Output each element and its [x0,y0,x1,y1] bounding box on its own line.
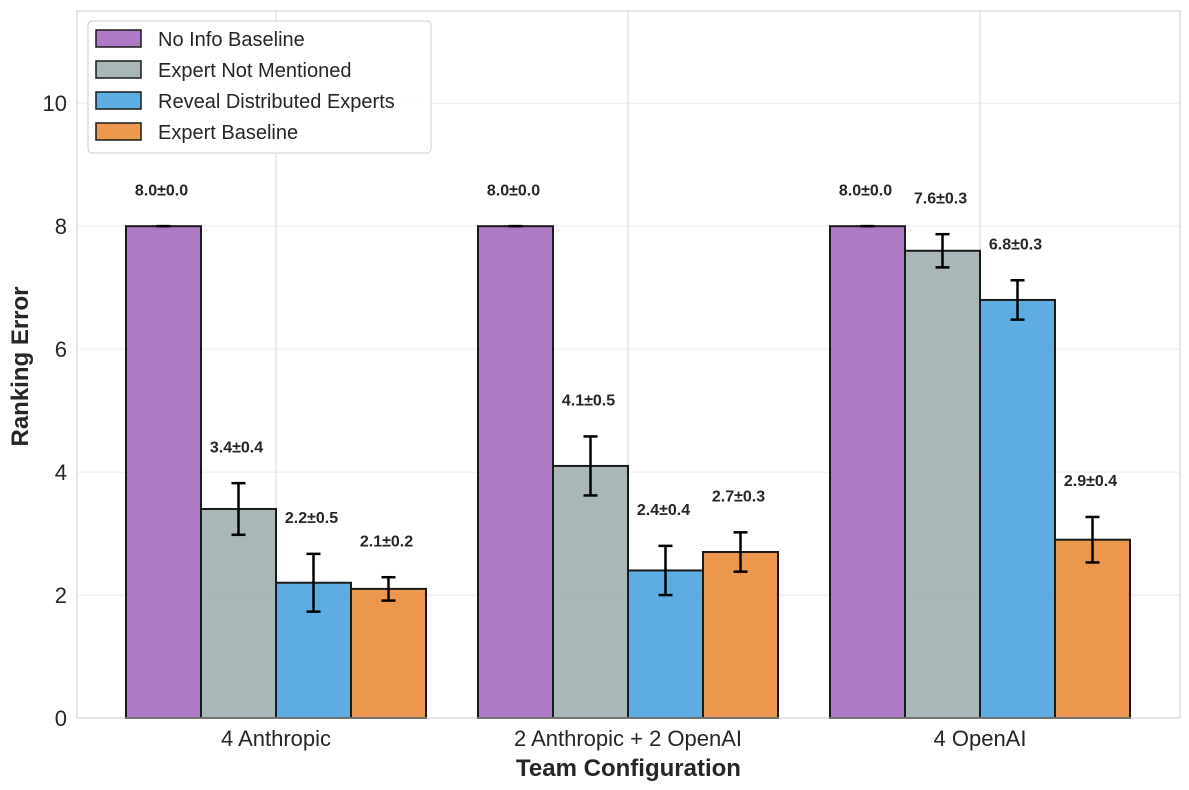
data-label: 6.8±0.3 [989,236,1042,253]
legend-swatch [95,91,142,110]
data-label: 4.1±0.5 [562,393,615,410]
data-label: 8.0±0.0 [135,182,188,199]
x-axis-ticks: 4 Anthropic 2 Anthropic + 2 OpenAI 4 OpenA… [221,726,1027,751]
data-label: 3.4±0.4 [210,439,263,456]
bar [552,464,629,719]
plot-frame [76,10,1181,719]
bar [979,298,1056,719]
data-label: 7.6±0.3 [914,190,967,207]
legend-swatch [95,122,142,141]
y-tick-label: 10 [43,91,67,116]
data-label: 2.2±0.5 [285,510,338,527]
y-tick-label: 4 [55,460,67,485]
y-axis-label: Ranking Error [7,286,34,446]
y-tick-label: 6 [55,337,67,362]
bars [125,225,1131,720]
data-label: 2.1±0.2 [360,533,413,550]
bar [1054,538,1131,720]
y-tick-label: 2 [55,583,67,608]
y-tick-label: 0 [55,706,67,731]
x-axis-label: Team Configuration [516,755,741,782]
bar [904,249,981,719]
legend-swatch [95,29,142,48]
bar [125,225,202,719]
data-label: 2.4±0.4 [637,502,690,519]
legend-entry: Expert Baseline [158,122,298,144]
y-tick-label: 8 [55,214,67,239]
x-tick-label: 2 Anthropic + 2 OpenAI [514,726,742,751]
data-label: 2.9±0.4 [1064,473,1117,490]
y-axis-ticks: 0 2 4 6 8 10 [43,91,67,731]
legend-entry: Expert Not Mentioned [158,60,351,82]
legend-entry: Reveal Distributed Experts [158,91,395,113]
data-label: 8.0±0.0 [839,182,892,199]
data-labels: 8.0±0.0 8.0±0.0 8.0±0.0 3.4±0.4 4.1±0.5 7.6±0… [135,182,1117,550]
bar [477,225,554,719]
legend: No Info Baseline Expert Not Mentioned Reve… [87,20,432,154]
data-label: 8.0±0.0 [487,182,540,199]
bar [350,587,427,719]
bar [702,551,779,719]
legend-swatch [95,60,142,79]
error-bars [156,224,1100,613]
legend-box [87,20,432,154]
legend-entry: No Info Baseline [158,29,305,51]
x-tick-label: 4 OpenAI [934,726,1027,751]
bar [829,225,906,719]
bar [200,507,277,719]
x-tick-label: 4 Anthropic [221,726,331,751]
data-label: 2.7±0.3 [712,488,765,505]
